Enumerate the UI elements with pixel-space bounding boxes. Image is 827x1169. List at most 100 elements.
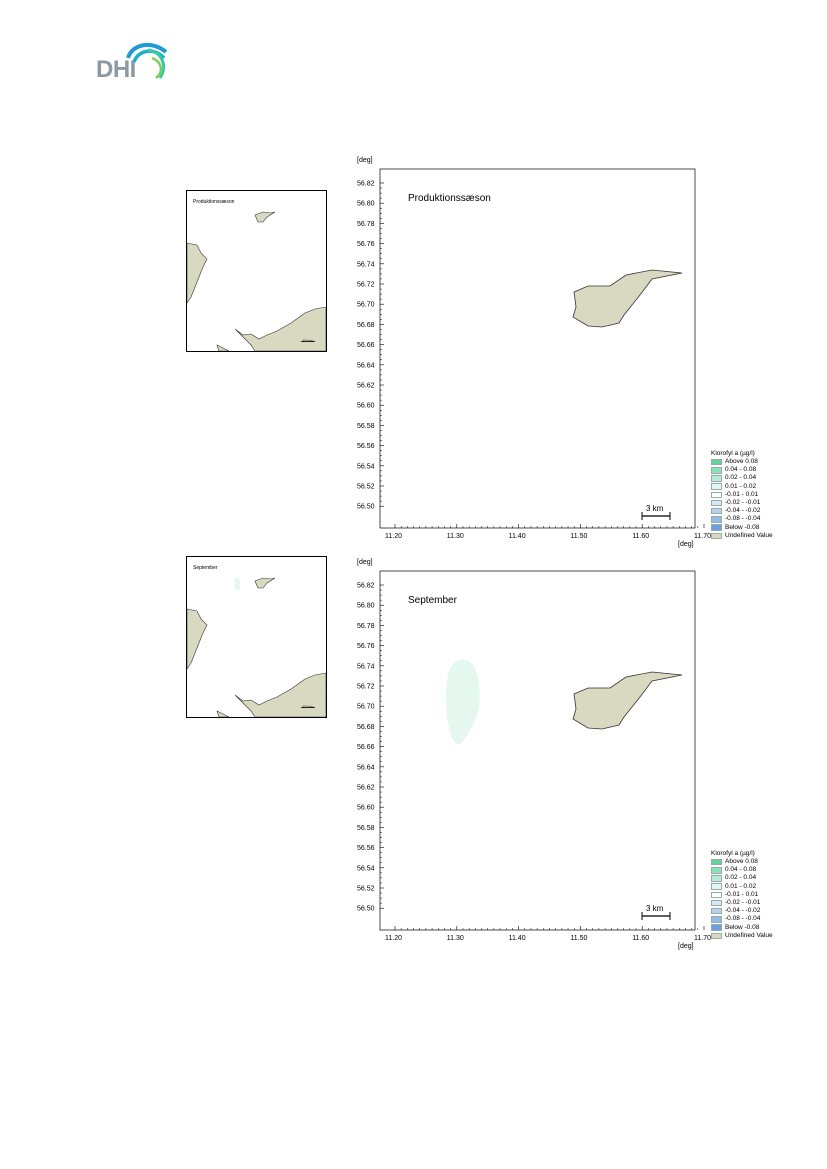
legend-item: Undefined Value [711,532,801,540]
scale-bar-label: 3 km [646,904,664,913]
x-unit-label: [deg] [678,943,694,950]
legend-label: -0.08 - -0.04 [725,515,761,523]
legend-label: -0.04 - -0.02 [725,507,761,515]
inset-title: Produktionssæson [193,199,235,205]
legend-swatch [711,916,722,923]
y-tick-label: 56.62 [357,785,375,792]
x-tick-label: 11.50 [570,935,587,942]
legend-label: -0.04 - -0.02 [725,907,761,915]
y-tick-label: 56.72 [357,282,375,289]
legend-swatch [711,532,722,540]
chlorophyll-patch [445,659,480,745]
legend-swatch [711,867,722,874]
y-tick-label: 56.52 [357,484,375,491]
legend-swatch [711,899,722,907]
inset-title: September [193,565,218,571]
inset-scale-label: 10 km [302,704,313,709]
map-plot-september: 56.82 56.80 56.78 56.76 56.74 56.72 56.70 56.68… [357,559,711,950]
legend-label: -0.02 - -0.01 [725,498,761,506]
legend-item: Undefined Value [711,932,801,940]
legend-item: -0.04 - -0.02 [711,907,801,915]
y-tick-label: 56.80 [357,603,375,610]
map-title: Produktionssæson [408,193,491,204]
y-tick-label: 56.60 [357,403,375,410]
legend-label: -0.08 - -0.04 [725,915,761,923]
y-tick-label: 56.60 [357,805,375,812]
legend-swatch [711,483,722,490]
legend-items: Above 0.08 0.04 - 0.08 0.02 - 0.04 0.01 … [711,458,801,540]
x-unit-label: [deg] [678,541,694,548]
inset-scale-label: 10 km [302,338,313,343]
legend-swatch [711,507,722,515]
y-tick-label: 56.64 [357,362,375,369]
y-tick-label: 56.76 [357,241,375,248]
map-plot-produktion: 56.82 56.80 56.78 56.76 56.74 56.72 56.70 56.68… [357,157,711,548]
legend-label: -0.02 - -0.01 [725,898,761,906]
map-panel-september: 56.82 56.80 56.78 56.76 56.74 56.72 56.70 56.68… [350,554,790,954]
x-tick-label: 11.70 [694,935,711,942]
x-tick-label: 11.30 [447,533,464,540]
legend-label: Undefined Value [725,531,773,539]
y-tick-label: 56.66 [357,744,375,751]
legend-item: Above 0.08 [711,458,801,466]
legend-swatch [711,883,722,890]
legend-label: 0.01 - 0.02 [725,482,757,490]
x-tick-label: 11.40 [509,533,526,540]
y-tick-label: 56.64 [357,764,375,771]
dhi-logo: DHI [96,38,172,83]
legend-item: 0.04 - 0.08 [711,866,801,874]
legend-label: Above 0.08 [725,858,758,865]
y-tick-label: 56.78 [357,623,375,630]
legend-label: Above 0.08 [725,458,758,465]
legend-label: 0.04 - 0.08 [725,866,757,874]
legend-swatch [711,907,722,915]
legend-title: Klorofyl a (µg/l) [711,450,755,457]
legend-item: Below -0.08 [711,924,801,932]
y-unit-label: [deg] [357,559,373,566]
legend-label: Below -0.08 [725,923,760,931]
logo-text: DHI [96,56,136,83]
legend-swatch [711,932,722,940]
legend-label: 0.02 - 0.04 [725,874,757,882]
legend-item: 0.02 - 0.04 [711,874,801,882]
legend-item: 0.01 - 0.02 [711,883,801,891]
legend-swatch [711,458,722,466]
legend-swatch [711,891,722,899]
y-tick-label: 56.58 [357,423,375,430]
x-tick-label: 11.20 [385,935,402,942]
y-unit-label: [deg] [357,157,373,164]
logo-wave-icon [126,42,168,79]
legend-item: -0.02 - -0.01 [711,899,801,907]
legend-swatch [711,524,722,531]
inset-land-shapes [187,211,326,351]
legend-item: 0.04 - 0.08 [711,466,801,474]
y-tick-label: 56.82 [357,181,375,188]
legend-item: -0.08 - -0.04 [711,515,801,523]
legend-swatch [711,858,722,866]
y-tick-label: 56.74 [357,663,375,670]
y-tick-label: 56.52 [357,886,375,893]
y-tick-label: 56.50 [357,504,375,511]
legend-title: Klorofyl a (µg/l) [711,850,755,857]
legend-label: Undefined Value [725,931,773,939]
y-tick-label: 56.56 [357,845,375,852]
inset-map-produktion: Produktionssæson 10 km [186,190,327,352]
y-tick-label: 56.70 [357,704,375,711]
legend-produktion: Klorofyl a (µg/l) Above 0.08 0.04 - 0.08… [711,449,801,540]
y-tick-label: 56.76 [357,643,375,650]
legend-item: -0.08 - -0.04 [711,915,801,923]
legend-swatch [711,516,722,523]
map-frame [379,570,696,931]
legend-september: Klorofyl a (µg/l) Above 0.08 0.04 - 0.08… [711,849,801,940]
y-tick-label: 56.78 [357,221,375,228]
legend-swatch [711,924,722,931]
legend-label: -0.01 - 0.01 [725,490,759,498]
legend-item: Below -0.08 [711,524,801,532]
y-tick-label: 56.58 [357,825,375,832]
legend-item: -0.01 - 0.01 [711,491,801,499]
y-tick-label: 56.56 [357,443,375,450]
x-tick-label: 11.60 [632,935,649,942]
y-tick-label: 56.68 [357,322,375,329]
y-tick-label: 56.54 [357,865,375,872]
legend-label: -0.01 - 0.01 [725,890,759,898]
